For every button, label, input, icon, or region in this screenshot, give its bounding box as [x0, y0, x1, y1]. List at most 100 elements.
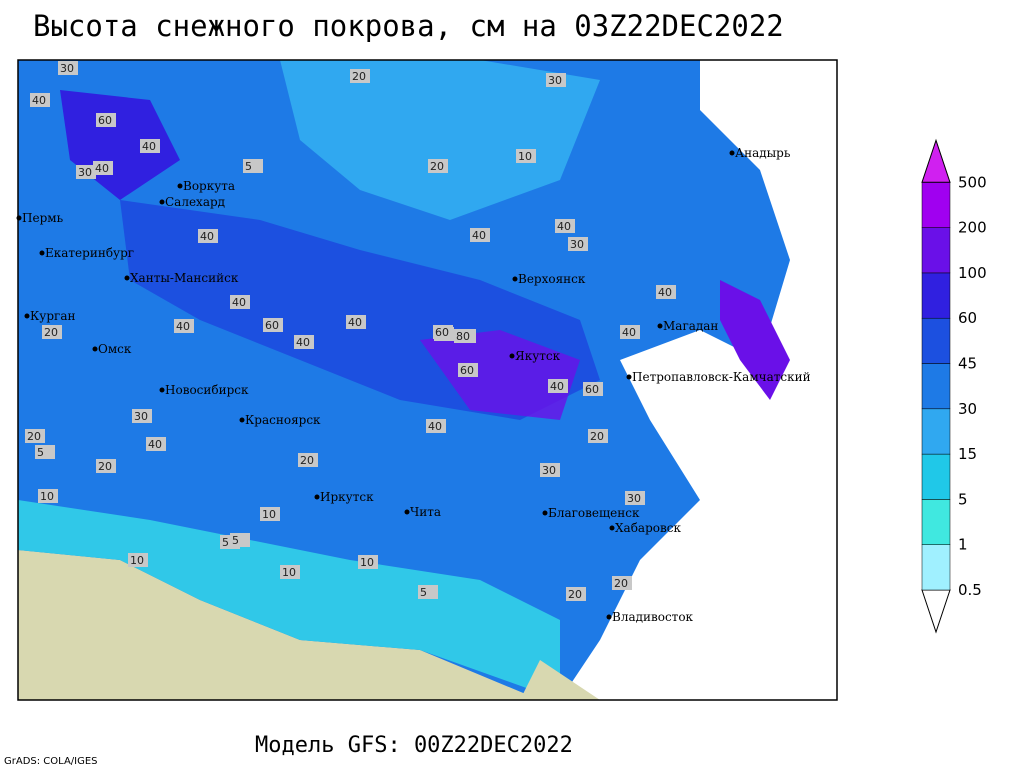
sea [560, 60, 837, 700]
city-dot [177, 183, 183, 189]
city-dot [24, 313, 30, 319]
contour-label: 40 [200, 230, 214, 243]
map [18, 60, 837, 700]
contour-label-box [350, 69, 370, 83]
contour-label-box [583, 382, 603, 396]
contour-label-box [546, 73, 566, 87]
contour-label: 40 [348, 316, 362, 329]
contour-label: 60 [460, 364, 474, 377]
contour-label-box [93, 161, 113, 175]
contour-label-box [516, 149, 536, 163]
contour-label-box [230, 533, 250, 547]
city-dot [159, 387, 165, 393]
city-dot [729, 150, 735, 156]
city-label: Пермь [22, 211, 64, 225]
contour-label: 40 [32, 94, 46, 107]
city-label: Петропавловск-Камчатский [632, 370, 811, 384]
city-dot [314, 494, 320, 500]
shallow-snow [18, 500, 560, 700]
city-dot [16, 215, 22, 221]
contour-label: 20 [27, 430, 41, 443]
contour-label: 30 [570, 238, 584, 251]
contour-label: 30 [627, 492, 641, 505]
city-dot [124, 275, 130, 281]
legend-band [921, 227, 951, 274]
contour-label: 20 [98, 460, 112, 473]
city-label: Верхоянск [518, 272, 586, 286]
city-label: Салехард [165, 195, 225, 209]
contour-label: 10 [262, 508, 276, 521]
contour-label: 80 [456, 330, 470, 343]
contour-label-box [174, 319, 194, 333]
contour-label: 10 [518, 150, 532, 163]
legend-label: 5 [958, 490, 968, 508]
contour-label-box [132, 409, 152, 423]
contour-label: 40 [95, 162, 109, 175]
arctic-shallow [280, 60, 600, 220]
contour-label: 5 [222, 536, 229, 549]
city-dot [159, 199, 165, 205]
contour-label-box [96, 459, 116, 473]
legend-band [921, 408, 951, 455]
contour-label-box [35, 445, 55, 459]
contour-label: 60 [585, 383, 599, 396]
contour-label-box [346, 315, 366, 329]
legend-label: 1 [958, 536, 968, 554]
legend-band [921, 544, 951, 591]
contour-label: 60 [265, 319, 279, 332]
contour-label: 5 [232, 534, 239, 547]
city-dot [512, 276, 518, 282]
legend-label: 0.5 [958, 581, 982, 599]
city-dot [542, 510, 548, 516]
labels: Воркута Салехард Пермь Екатеринбург Ханты-Ма… [16, 61, 811, 624]
title: Высота снежного покрова, см на 03Z22DEC2… [33, 9, 784, 43]
legend-label: 100 [958, 264, 987, 282]
contour-label-box [612, 576, 632, 590]
contour-label-box [58, 61, 78, 75]
city-label: Воркута [183, 179, 235, 193]
contour-label-box [280, 565, 300, 579]
contour-label-box [198, 229, 218, 243]
contour-label: 10 [360, 556, 374, 569]
city-dot [606, 614, 612, 620]
contour-label-box [568, 237, 588, 251]
city-dot [39, 250, 45, 256]
contour-label: 40 [557, 220, 571, 233]
contour-label-box [30, 93, 50, 107]
city-label: Хабаровск [615, 521, 681, 535]
contour-label-box [548, 379, 568, 393]
contour-label-box [243, 159, 263, 173]
city-label: Омск [98, 342, 132, 356]
contour-label: 20 [352, 70, 366, 83]
city-dot [609, 525, 615, 531]
contour-label: 5 [420, 586, 427, 599]
city-label: Владивосток [612, 610, 694, 624]
contour-label-box [294, 335, 314, 349]
contour-label: 40 [296, 336, 310, 349]
contour-label-box [298, 453, 318, 467]
contour-label-box [454, 329, 474, 343]
contour-label: 20 [568, 588, 582, 601]
legend-band [921, 272, 951, 319]
legend-band [921, 317, 951, 364]
city-label: Новосибирск [165, 383, 249, 397]
city-dot [626, 374, 632, 380]
contour-label-box [433, 325, 453, 339]
contour-label-box [38, 489, 58, 503]
contour-label: 20 [590, 430, 604, 443]
coast [520, 660, 600, 700]
legend-over [921, 138, 951, 183]
legend-label: 15 [958, 445, 977, 463]
legend-label: 30 [958, 400, 977, 418]
contour-label-box [470, 228, 490, 242]
contour-label: 40 [658, 286, 672, 299]
legend-band [921, 499, 951, 545]
contour-label: 40 [232, 296, 246, 309]
contour-label-box [76, 165, 96, 179]
city-label: Благовещенск [548, 506, 640, 520]
contour-label-box [458, 363, 478, 377]
legend-label: 500 [958, 173, 987, 191]
legend-label: 200 [958, 219, 987, 237]
